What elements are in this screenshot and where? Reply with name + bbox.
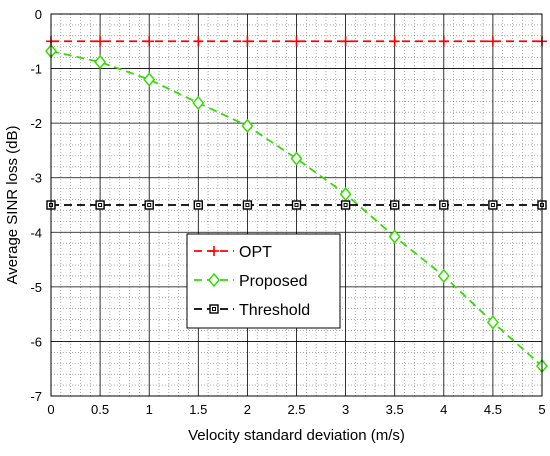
tick-labels: 0 0.5 1 1.5 2 2.5 3 3.5 4 4.5 5 0 -1 -2 -3 -4 -5 -6 -7 <box>30 7 545 417</box>
legend-swatch-marker <box>209 246 219 256</box>
data-point <box>439 200 449 210</box>
y-tick-label: -6 <box>30 334 42 349</box>
data-point <box>437 268 450 284</box>
x-tick-label: 0.5 <box>91 402 109 417</box>
legend-label: Threshold <box>239 302 310 319</box>
data-point <box>486 315 499 330</box>
x-axis-label: Velocity standard deviation (m/s) <box>188 427 405 444</box>
legend: OPT Proposed Threshold <box>186 233 341 329</box>
square-inner <box>147 203 152 207</box>
square-inner <box>98 203 103 207</box>
data-point <box>143 72 156 87</box>
y-tick-label: -2 <box>30 116 42 131</box>
grid <box>50 13 543 397</box>
data-point <box>95 36 106 47</box>
plot-frame <box>50 13 543 397</box>
x-tick-label: 1 <box>146 402 153 417</box>
data-point <box>438 36 449 47</box>
series-line <box>50 50 543 367</box>
y-tick-label: -5 <box>30 280 42 295</box>
data-point <box>388 229 401 244</box>
x-tick-label: 0 <box>47 402 54 417</box>
square-inner <box>392 203 397 207</box>
data-point <box>94 54 107 70</box>
data-point <box>144 36 155 47</box>
x-tick-label: 3 <box>342 402 349 417</box>
data-point <box>193 36 204 47</box>
square-inner <box>196 203 201 207</box>
data-point <box>290 151 303 166</box>
legend-swatch-marker <box>209 304 219 314</box>
data-point <box>339 186 352 202</box>
legend-item-proposed: Proposed <box>194 272 308 290</box>
data-point <box>241 118 254 134</box>
data-point <box>242 36 253 47</box>
square-outer <box>193 200 204 210</box>
square-outer <box>340 200 351 210</box>
square-outer <box>390 200 400 210</box>
data-point <box>242 200 253 210</box>
square-outer <box>209 304 219 314</box>
y-tick-label: -7 <box>30 389 42 404</box>
square-inner <box>343 203 348 207</box>
x-tick-label: 2 <box>244 402 251 417</box>
square-inner <box>490 203 495 207</box>
legend-swatch-marker <box>208 272 220 288</box>
square-inner <box>245 203 250 207</box>
y-tick-label: -1 <box>30 62 42 77</box>
legend-item-opt: OPT <box>194 244 272 261</box>
legend-item-threshold: Threshold <box>194 302 310 319</box>
y-tick-label: -4 <box>30 225 42 240</box>
y-tick-label: -3 <box>30 171 42 186</box>
series-layer <box>45 36 548 374</box>
square-outer <box>242 200 253 210</box>
x-tick-label: 5 <box>538 402 545 417</box>
data-point <box>193 200 204 210</box>
square-outer <box>95 200 105 210</box>
x-tick-label: 1.5 <box>189 402 207 417</box>
data-point <box>488 200 498 210</box>
data-point <box>340 200 351 210</box>
data-point <box>389 36 400 47</box>
x-tick-label: 4 <box>440 402 447 417</box>
y-axis-label: Average SINR loss (dB) <box>4 126 21 285</box>
data-point <box>192 95 205 111</box>
square-outer <box>291 200 302 210</box>
square-outer <box>144 200 154 210</box>
x-tick-label: 2.5 <box>287 402 305 417</box>
legend-label: Proposed <box>239 273 308 290</box>
square-inner <box>212 307 216 311</box>
data-point <box>291 200 302 210</box>
square-outer <box>488 200 498 210</box>
data-point <box>95 200 105 210</box>
y-tick-label: 0 <box>35 7 42 22</box>
data-point <box>340 36 351 47</box>
legend-label: OPT <box>239 244 272 261</box>
square-outer <box>439 200 449 210</box>
x-tick-label: 4.5 <box>484 402 502 417</box>
series-proposed <box>45 43 548 374</box>
data-point <box>487 36 498 47</box>
square-inner <box>441 203 446 207</box>
x-tick-label: 3.5 <box>386 402 404 417</box>
data-point <box>291 36 302 47</box>
square-inner <box>294 203 299 207</box>
data-point <box>144 200 154 210</box>
data-point <box>390 200 400 210</box>
